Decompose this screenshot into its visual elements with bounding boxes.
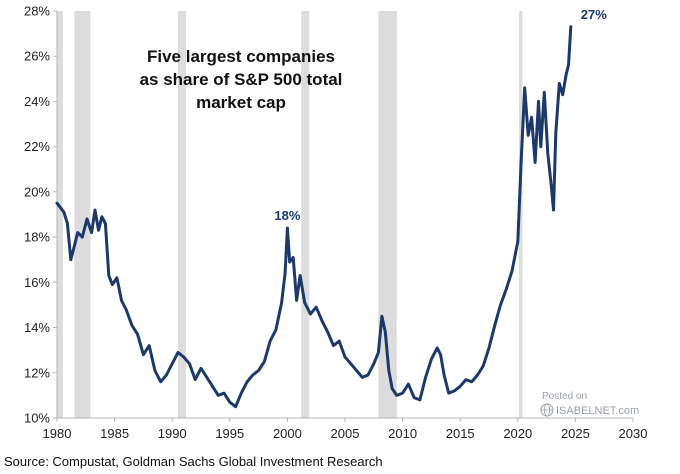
watermark-posted-text: Posted on	[542, 391, 587, 402]
chart-title-line-3: market cap	[196, 93, 286, 112]
x-tick-label: 2000	[273, 426, 302, 441]
y-tick-label: 20%	[24, 184, 50, 199]
x-tick-label: 1990	[158, 426, 187, 441]
recession-band-5	[518, 11, 523, 418]
y-tick-label: 24%	[24, 94, 50, 109]
x-tick-label: 2015	[446, 426, 475, 441]
axes: 10% 12% 14% 16% 18% 20% 22% 24% 26% 28% 1980 1985 19…	[24, 4, 647, 442]
x-tick-label: 1995	[215, 426, 244, 441]
x-tick-label: 2030	[619, 426, 648, 441]
x-tick-label: 1985	[100, 426, 129, 441]
source-note: Source: Compustat, Goldman Sachs Global …	[4, 454, 383, 469]
y-tick-label: 18%	[24, 230, 50, 245]
y-tick-label: 28%	[24, 4, 50, 19]
chart-title-line-2: as share of S&P 500 total	[140, 70, 343, 89]
annotations: 18% 27%	[274, 7, 607, 223]
y-tick-label: 26%	[24, 49, 50, 64]
y-tick-label: 10%	[24, 411, 50, 426]
recession-band-2	[177, 11, 187, 418]
x-tick-label: 2010	[388, 426, 417, 441]
annotation-label: 18%	[274, 208, 300, 223]
globe-icon	[540, 403, 554, 417]
watermark-site-text: ISABELNET.com	[556, 405, 639, 417]
series-line-0	[55, 25, 573, 409]
chart-title-line-1: Five largest companies	[147, 47, 335, 66]
recession-band-1	[74, 11, 91, 418]
x-tick-label: 1980	[43, 426, 72, 441]
x-tick-label: 2020	[503, 426, 532, 441]
recession-band-0	[57, 11, 63, 418]
x-tick-label: 2025	[561, 426, 590, 441]
annotation-label: 27%	[581, 7, 607, 22]
y-tick-label: 16%	[24, 275, 50, 290]
series-lines	[55, 25, 573, 409]
y-tick-label: 22%	[24, 139, 50, 154]
recession-band-3	[301, 11, 310, 418]
watermark: Posted on ISABELNET.com	[540, 391, 639, 417]
x-tick-label: 2005	[331, 426, 360, 441]
chart-title: Five largest companies as share of S&P 5…	[140, 47, 343, 112]
y-tick-label: 12%	[24, 365, 50, 380]
y-tick-label: 14%	[24, 320, 50, 335]
